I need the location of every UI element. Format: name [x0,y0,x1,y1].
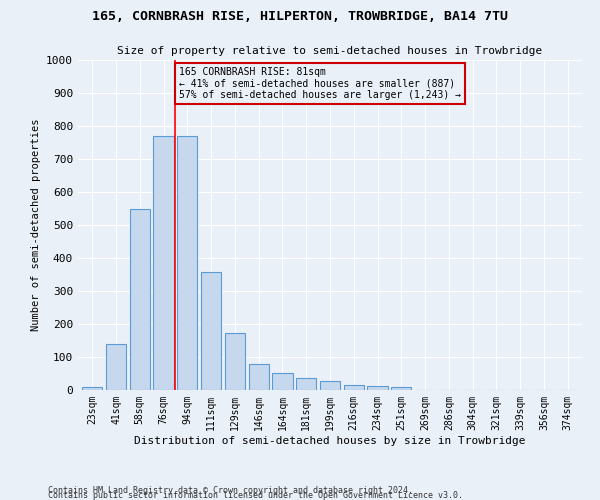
Bar [154,136,173,390]
Bar [320,381,340,390]
Text: 165 CORNBRASH RISE: 81sqm
← 41% of semi-detached houses are smaller (887)
57% of: 165 CORNBRASH RISE: 81sqm ← 41% of semi-… [179,66,461,100]
Text: 165, CORNBRASH RISE, HILPERTON, TROWBRIDGE, BA14 7TU: 165, CORNBRASH RISE, HILPERTON, TROWBRID… [92,10,508,23]
Bar [296,378,316,390]
Bar [391,388,412,390]
Text: Contains public sector information licensed under the Open Government Licence v3: Contains public sector information licen… [48,491,463,500]
Y-axis label: Number of semi-detached properties: Number of semi-detached properties [31,118,41,331]
Bar [82,388,103,390]
X-axis label: Distribution of semi-detached houses by size in Trowbridge: Distribution of semi-detached houses by … [134,436,526,446]
Bar [225,333,245,390]
Bar [367,386,388,390]
Bar [177,136,197,390]
Bar [130,209,150,390]
Bar [201,272,221,390]
Bar [248,364,269,390]
Text: Contains HM Land Registry data © Crown copyright and database right 2024.: Contains HM Land Registry data © Crown c… [48,486,413,495]
Bar [272,372,293,390]
Title: Size of property relative to semi-detached houses in Trowbridge: Size of property relative to semi-detach… [118,46,542,56]
Bar [106,344,126,390]
Bar [344,385,364,390]
